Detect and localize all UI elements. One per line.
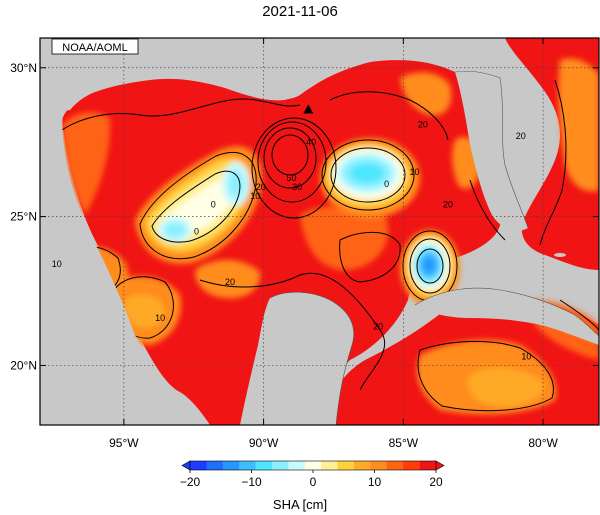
colorbar-arrow-high: [435, 460, 445, 471]
colorbar-label: SHA [cm]: [272, 497, 328, 512]
lat-tick-label: 30°N: [10, 61, 37, 75]
station-marker: [303, 104, 314, 114]
colorbar-tick-label: −10: [241, 475, 262, 489]
contour-label: 50: [287, 173, 297, 183]
colorbar-segment: [288, 461, 306, 470]
contour-label: 0: [211, 200, 216, 210]
contour-label: 20: [418, 119, 428, 129]
colorbar-segment: [255, 461, 273, 470]
source-label-box: [51, 38, 139, 55]
contour-label: 40: [306, 137, 316, 147]
colorbar-segment: [222, 461, 240, 470]
contour-label: 20: [225, 277, 235, 287]
colorbar-segment: [370, 461, 388, 470]
axis-ticks: [40, 38, 599, 425]
source-label: NOAA/AOML: [62, 42, 127, 54]
colorbar: [181, 460, 445, 471]
colorbar-segment: [190, 461, 207, 470]
lat-tick-label: 25°N: [10, 210, 37, 224]
map-title: 2021-11-06: [262, 3, 338, 20]
graticule: [40, 38, 599, 425]
axis-tick-labels: 95°W 90°W 85°W 80°W 30°N 25°N 20°N: [10, 61, 558, 450]
colorbar-segment: [206, 461, 224, 470]
colorbar-tick-label: 10: [368, 475, 382, 489]
contour-label: 0: [384, 179, 389, 189]
contour-label: 20: [443, 200, 453, 210]
colorbar-segment: [354, 461, 371, 470]
land-masses: [40, 38, 599, 425]
colorbar-ticks: −20 −10 0 10 20: [180, 470, 443, 489]
contour-label: 10: [410, 167, 420, 177]
lat-tick-label: 20°N: [10, 358, 37, 372]
colorbar-tick-label: 20: [429, 475, 443, 489]
contour-label: 10: [521, 352, 531, 362]
lon-tick-label: 85°W: [389, 436, 419, 450]
colorbar-segment: [403, 461, 420, 470]
colorbar-segment: [239, 461, 256, 470]
lon-tick-label: 95°W: [109, 436, 139, 450]
colorbar-segment: [272, 461, 289, 470]
colorbar-segment: [419, 461, 437, 470]
contour-label: 10: [52, 259, 62, 269]
colorbar-tick-label: −20: [180, 475, 201, 489]
colorbar-segment: [386, 461, 404, 470]
colorbar-tick-label: 0: [310, 475, 317, 489]
contour-label: 20: [256, 182, 266, 192]
cyclonic-eddy-north: [320, 138, 420, 218]
contour-label: 10: [155, 313, 165, 323]
contour-label: 20: [373, 322, 383, 332]
lon-tick-label: 80°W: [528, 436, 558, 450]
colorbar-segment: [304, 461, 322, 470]
colorbar-segment: [321, 461, 338, 470]
map-frame: [39, 37, 600, 426]
contour-label: 10: [250, 191, 260, 201]
colorbar-arrow-low: [181, 460, 191, 471]
contour-label: 30: [292, 182, 302, 192]
contour-label: 0: [194, 226, 199, 236]
lon-tick-label: 90°W: [249, 436, 279, 450]
colorbar-segment: [337, 461, 355, 470]
contour-label: 20: [516, 131, 526, 141]
